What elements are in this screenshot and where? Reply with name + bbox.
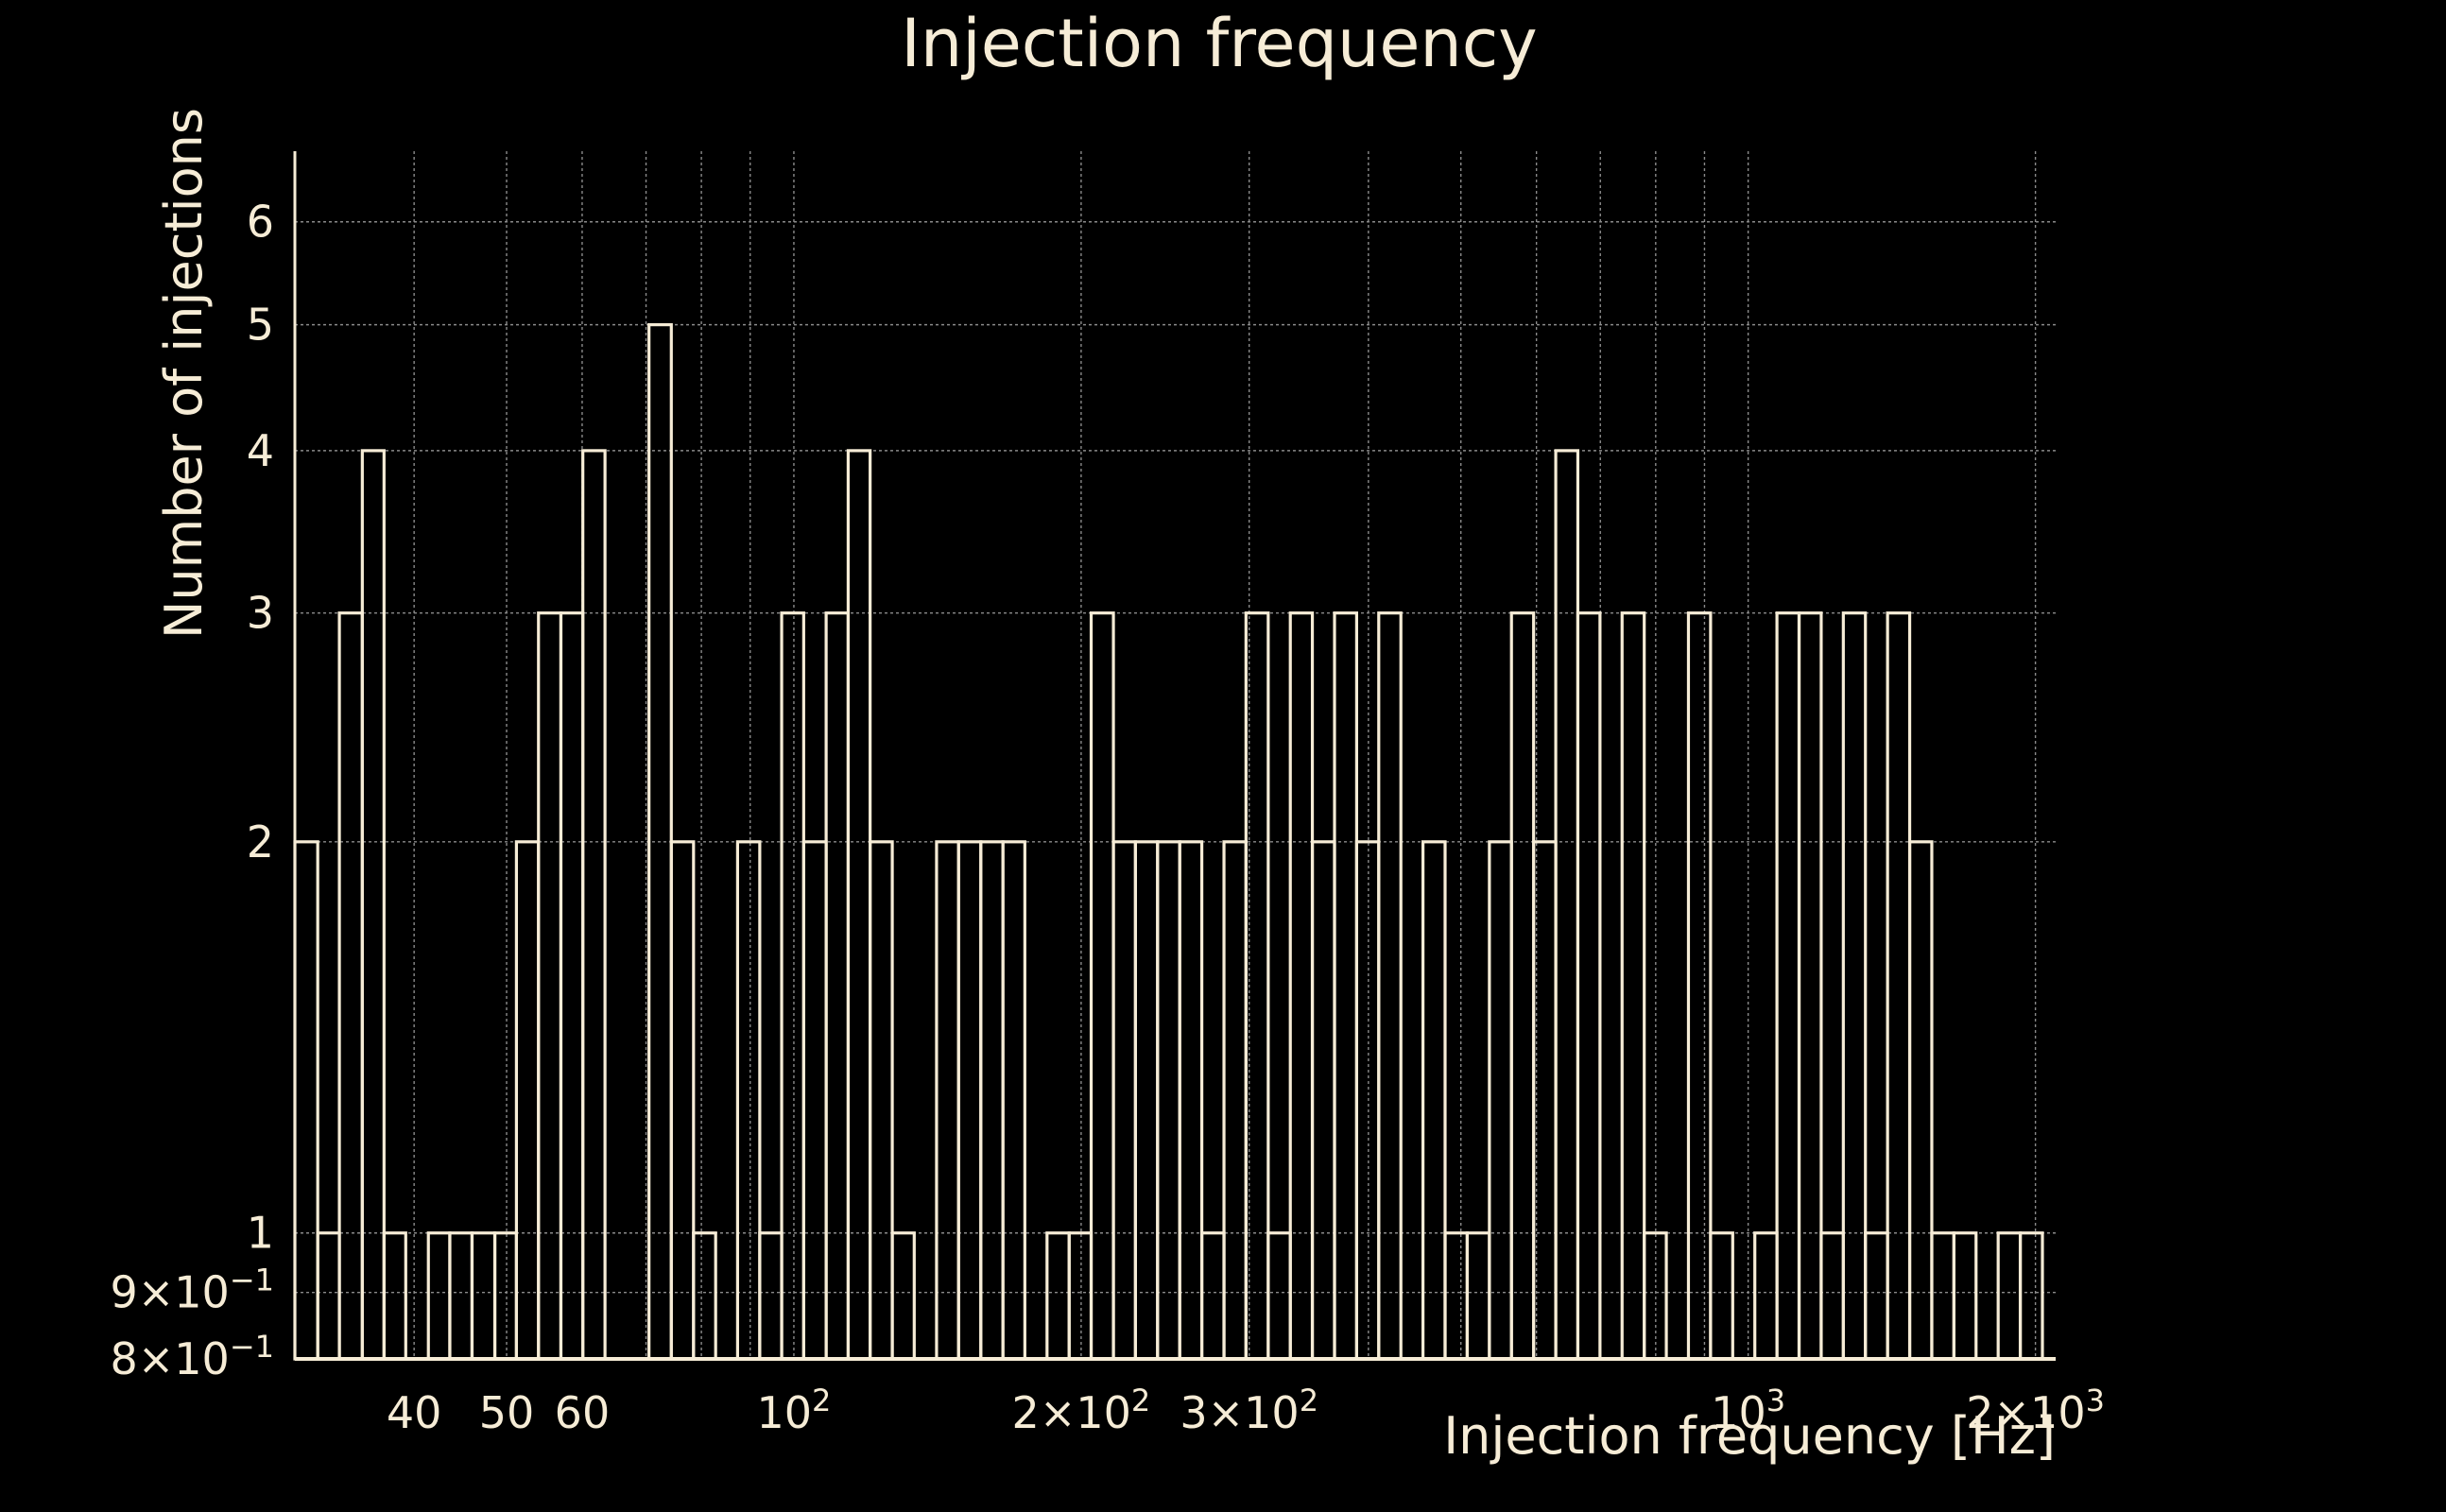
histogram-bar [2018,1231,2044,1361]
y-tick-label: 2 [247,816,274,868]
histogram-bar [869,840,894,1361]
histogram-bar [1465,1231,1491,1361]
grid-lines [295,151,2056,1360]
y-tick-label: 6 [247,197,274,248]
y-axis-label: Number of injections [154,108,214,639]
y-tick-label: 9×10−1 [110,1263,274,1318]
histogram-bar [1443,1231,1470,1361]
histogram-bar [1421,840,1447,1361]
histogram-bar [1001,840,1026,1361]
histogram-bar [581,449,607,1361]
histogram-bar [1753,1231,1779,1361]
histogram-bar [1996,1231,2023,1361]
histogram-bar [669,840,696,1361]
histogram-bar [846,449,872,1361]
histogram-bar [1310,840,1336,1361]
x-axis-label: Injection frequency [Hz] [1443,1406,2056,1466]
histogram-bar [801,840,828,1361]
histogram-bar [1797,611,1823,1361]
histogram-bar [470,1231,497,1361]
histogram-bar [890,1231,916,1361]
histogram-bar [1819,1231,1845,1361]
x-tick-label: 102 [756,1383,831,1438]
histogram-bar [448,1231,474,1361]
x-tick-label: 40 [387,1387,442,1438]
x-tick-label: 60 [555,1387,611,1438]
x-tick-label: 103 [1711,1383,1785,1438]
histogram-bar [514,840,541,1361]
histogram-bar [1266,1231,1292,1361]
histogram-bar [979,840,1005,1361]
y-tick-label: 4 [247,425,274,476]
histogram-bar [692,1231,717,1361]
histogram-bar [1156,840,1181,1361]
histogram-bar [1886,611,1912,1361]
histogram-bar [1488,840,1513,1361]
histogram-bar [1907,840,1934,1361]
histogram-bar [559,611,585,1361]
histogram-bar [1089,611,1115,1361]
x-tick-label: 3×102 [1180,1383,1318,1438]
histogram-bar [537,611,563,1361]
histogram-bar [426,1231,452,1361]
histogram-bar [1377,611,1403,1361]
histogram-bar [1952,1231,1978,1361]
histogram-bar [780,611,805,1361]
histogram-bar [293,840,319,1361]
y-tick-label: 3 [247,588,274,639]
y-tick-label: 1 [247,1208,274,1259]
y-tick-label: 8×10−1 [110,1329,274,1384]
histogram-bar [1686,611,1713,1361]
x-tick-label: 50 [479,1387,535,1438]
axes [293,151,2056,1361]
histogram-bar [360,449,386,1361]
x-tick-label: 2×102 [1012,1383,1151,1438]
histogram-bars [293,323,2044,1361]
histogram-bar [1554,449,1580,1361]
tick-labels: 40 50 60 102 2×102 3×102 103 2×103 8×10−1 9×10−11… [110,197,2104,1438]
histogram-bar [1133,840,1160,1361]
histogram-bar [382,1231,407,1361]
chart-title: Injection frequency [901,5,1537,82]
histogram-bar [492,1231,519,1361]
histogram-bar [1709,1231,1734,1361]
histogram-bar [956,840,983,1361]
x-tick-label: 2×103 [1966,1383,2105,1438]
histogram-bar [1178,840,1204,1361]
histogram-bar [824,611,851,1361]
histogram-bar [1354,840,1381,1361]
histogram-bar [1045,1231,1071,1361]
histogram-bar [1333,611,1359,1361]
histogram-bar [1841,611,1868,1361]
histogram-bar [1288,611,1315,1361]
histogram-bar [316,1231,341,1361]
histogram-bar [337,611,364,1361]
y-tick-label: 5 [247,300,274,351]
histogram-bar [1509,611,1536,1361]
histogram-bar [1864,1231,1889,1361]
histogram-bar [1643,1231,1668,1361]
histogram-bar [935,840,960,1361]
histogram-bar [1620,611,1646,1361]
histogram-bar [758,1231,784,1361]
histogram-bar [1222,840,1248,1361]
histogram-bar [1067,1231,1094,1361]
histogram-bar [1199,1231,1226,1361]
histogram-bar [1111,840,1137,1361]
histogram-bar [735,840,762,1361]
histogram-bar [1775,611,1801,1361]
histogram-bar [1930,1231,1955,1361]
histogram-bar [1244,611,1270,1361]
histogram-bar [1576,611,1602,1361]
